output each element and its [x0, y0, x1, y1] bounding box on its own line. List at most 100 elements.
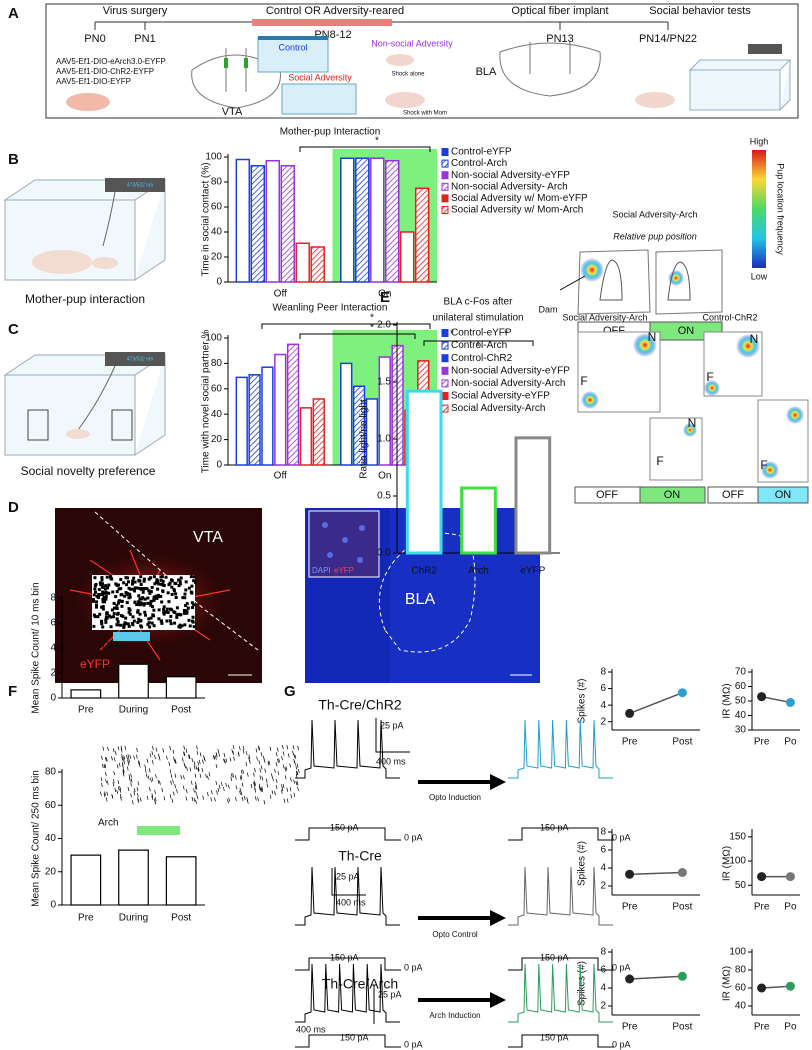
- spike-dot: [114, 595, 118, 599]
- spike-dot: [156, 587, 160, 591]
- spike-dot: [162, 612, 166, 616]
- spike-tick: [295, 770, 298, 775]
- spike-tick: [285, 766, 288, 771]
- pup-icon: [386, 54, 414, 66]
- spike-tick: [193, 765, 196, 770]
- row-title: Th-Cre/ChR2: [318, 697, 401, 713]
- bar: [312, 398, 325, 466]
- colorbar: [752, 150, 766, 268]
- age-label: PN13: [546, 33, 574, 45]
- spike-dot: [123, 594, 127, 598]
- spike-dot: [192, 579, 196, 583]
- spike-dot: [155, 597, 159, 601]
- spike-tick: [292, 745, 295, 750]
- spike-tick: [191, 796, 194, 802]
- spike-tick: [239, 776, 242, 781]
- bar: [261, 366, 274, 466]
- spike-dot: [177, 625, 181, 629]
- spike-tick: [136, 787, 139, 792]
- spike-dot: [117, 587, 121, 591]
- y-axis-label: IR (MΩ): [722, 966, 733, 1001]
- baseline-label: 0 pA: [612, 1039, 631, 1049]
- chart-label: Arch: [98, 818, 119, 829]
- spike-dot: [138, 612, 142, 616]
- spike-dot: [135, 603, 139, 607]
- panel-label: A: [8, 5, 19, 22]
- spike-tick: [275, 762, 278, 767]
- legend-label: Control-eYFP: [451, 328, 512, 339]
- legend-label: Non-social Adversity- Arch: [451, 181, 568, 192]
- spike-dot: [120, 604, 124, 608]
- spike-dot: [138, 597, 142, 601]
- spike-dot: [167, 583, 171, 587]
- condition-label: ON: [678, 325, 695, 337]
- x-tick-label: Pre: [78, 913, 94, 924]
- y-tick-label: 100: [729, 947, 746, 958]
- spike-tick: [148, 768, 151, 773]
- spike-tick: [162, 748, 165, 753]
- legend-swatch: [441, 182, 449, 191]
- spike-tick: [122, 769, 125, 774]
- y-tick-label: 40: [735, 710, 747, 721]
- legend-swatch: [441, 404, 449, 413]
- spike-tick: [166, 755, 168, 760]
- spike-tick: [229, 757, 232, 762]
- panel-label: G: [284, 683, 296, 700]
- spike-dot: [137, 603, 141, 607]
- significance-label: *: [450, 329, 454, 340]
- spike-dot: [94, 600, 98, 604]
- mean-point: [757, 983, 767, 993]
- spike-dot: [159, 575, 163, 579]
- x-tick-label: Pre: [754, 737, 770, 748]
- spike-tick: [254, 788, 257, 793]
- spike-tick: [127, 754, 130, 759]
- novelty-arena: 473/532 nm: [3, 352, 167, 456]
- spike-tick: [237, 751, 240, 756]
- spike-dot: [186, 606, 190, 610]
- spike-tick: [256, 756, 258, 761]
- spike-dot: [97, 588, 101, 592]
- spike-tick: [233, 756, 235, 761]
- spike-dot: [184, 603, 188, 607]
- y-tick-label: 40: [211, 227, 223, 238]
- spike-dot: [146, 596, 150, 600]
- spike-tick: [272, 776, 274, 781]
- spike-dot: [151, 605, 155, 609]
- spike-tick: [215, 752, 218, 757]
- spike-dot: [149, 603, 153, 607]
- spike-dot: [140, 625, 144, 629]
- mean-point: [785, 697, 795, 707]
- spike-tick: [137, 781, 140, 786]
- spike-tick: [172, 791, 175, 796]
- spike-dot: [95, 603, 99, 607]
- spike-tick: [284, 775, 287, 780]
- mean-line: [761, 985, 791, 989]
- legend-label: Non-social Adversity-eYFP: [451, 170, 570, 181]
- spike-tick: [212, 755, 215, 760]
- spike-tick: [135, 754, 138, 759]
- spike-dot: [175, 606, 179, 610]
- mean-point: [757, 872, 767, 882]
- spike-dot: [155, 578, 159, 582]
- spike-dot: [150, 621, 154, 625]
- y-tick-label: 80: [45, 767, 57, 778]
- significance-label: *: [370, 323, 374, 334]
- spike-tick: [197, 761, 200, 766]
- spike-tick: [155, 747, 158, 752]
- spike-dot: [152, 608, 156, 612]
- current-step: [295, 827, 401, 841]
- spike-dot: [125, 601, 129, 605]
- spike-dot: [101, 590, 105, 594]
- spike-dot: [154, 581, 158, 585]
- spike-tick: [116, 764, 119, 769]
- legend-label: Social Adversity w/ Mom-eYFP: [451, 193, 588, 204]
- spike-tick: [253, 772, 255, 777]
- spike-dot: [139, 619, 143, 623]
- spike-tick: [138, 760, 141, 765]
- heatmaps: [559, 249, 723, 315]
- spike-tick: [121, 756, 124, 761]
- spike-dot: [96, 615, 100, 619]
- spike-tick: [119, 793, 122, 799]
- legend-swatch: [441, 366, 449, 375]
- spike-dot: [119, 623, 123, 627]
